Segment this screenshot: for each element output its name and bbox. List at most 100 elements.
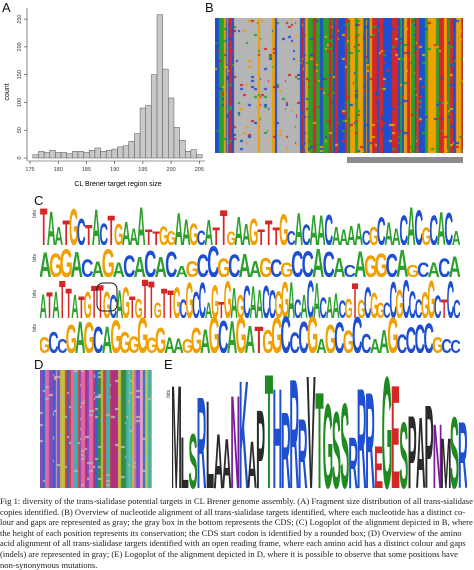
logo-letter: C — [289, 326, 299, 353]
logo-letter: R — [458, 404, 467, 490]
logo-letter: A — [333, 252, 345, 277]
logo-letter: T — [97, 278, 103, 318]
cds-box — [347, 157, 463, 163]
histogram-bar — [49, 149, 56, 159]
logo-letter: C — [417, 258, 429, 277]
logo-letter: C — [270, 255, 282, 277]
logo-letter: C — [197, 249, 209, 277]
logo-letter: A — [332, 223, 341, 245]
logo-letter: A — [249, 278, 256, 318]
logo-letter: M — [440, 423, 451, 490]
logo-letter: R — [298, 400, 308, 490]
logo-letter: S — [332, 388, 341, 490]
logo-letter: T — [441, 296, 448, 318]
logo-letter: T — [352, 278, 358, 318]
logo-letter: C — [93, 320, 103, 353]
logo-letter: C — [399, 207, 408, 245]
logo-letter: G — [236, 290, 244, 318]
logo-letter: C — [165, 245, 177, 277]
logo-letter: E — [374, 436, 383, 490]
logo-letter: G — [323, 380, 334, 490]
histogram-bar — [66, 153, 73, 159]
logo-letter: A — [92, 258, 104, 277]
logo-letter: G — [375, 247, 388, 277]
logo-letter: A — [428, 259, 440, 277]
caption-line: (indels) are represented in gray; (E) Lo… — [0, 548, 458, 559]
logo-letter: A — [113, 259, 125, 277]
y-tick-label: 0 — [17, 156, 23, 159]
logo-letter: T — [167, 284, 173, 318]
y-tick-label: 50 — [17, 127, 23, 133]
logo-letter: C — [99, 219, 108, 245]
logo-letter: G — [421, 284, 429, 318]
logo-letter: G — [103, 284, 111, 318]
logo-letter: G — [279, 205, 288, 245]
logo-letter: K — [239, 370, 249, 490]
logo-letter: G — [406, 261, 419, 277]
logo-letter: C — [397, 328, 407, 353]
histogram-bar — [134, 133, 141, 159]
histogram-bar — [117, 146, 124, 159]
logo-letter: S — [189, 417, 198, 490]
logo-letter: L — [206, 374, 214, 490]
logo-letter: T — [46, 284, 52, 318]
logo-letter: C — [123, 250, 135, 277]
logo-letter: A — [116, 284, 123, 318]
histogram-bar — [100, 151, 107, 159]
logo-letter: C — [450, 336, 460, 353]
logo-letter: A — [92, 205, 101, 245]
logo-letter: C — [294, 294, 301, 318]
histogram-bar — [43, 152, 51, 159]
panel-label-e: E — [164, 357, 173, 372]
logo-letter: C — [179, 296, 187, 318]
logo-letter: G — [369, 223, 378, 245]
logo-letter: A — [312, 245, 324, 277]
logo-letter: A — [339, 225, 348, 245]
y-tick-label: 150 — [17, 70, 23, 79]
logo-letter: G — [382, 370, 393, 490]
logo-letter: A — [256, 282, 263, 318]
logo-letter: G — [376, 299, 384, 318]
logo-letter: G — [186, 278, 194, 318]
logo-letter: T — [85, 219, 93, 245]
caption-line: Fig 1: diversity of the trans-sialidase … — [0, 496, 473, 506]
logo-letter: A — [416, 398, 426, 490]
logo-axis-label: bits — [32, 324, 38, 332]
histogram-bar — [89, 149, 96, 159]
logo-letter: R — [281, 391, 291, 490]
logo-letter: A — [245, 320, 255, 353]
logo-letter: C — [291, 245, 303, 277]
histogram-bar — [122, 145, 130, 159]
y-tick-label: 200 — [17, 42, 23, 51]
histogram-bar — [139, 107, 146, 159]
logo-letter: G — [249, 211, 258, 245]
logo-letter: A — [317, 207, 326, 245]
histogram-bar — [83, 152, 90, 159]
logo-letter: C — [453, 296, 460, 318]
x-tick-label: 205 — [195, 167, 204, 173]
logo-letter: A — [379, 324, 389, 353]
logo-axis-label: bits — [32, 254, 38, 262]
logo-letter: G — [40, 334, 50, 353]
logo-letter: C — [243, 278, 250, 318]
x-tick-label: 200 — [167, 167, 176, 173]
logo-letter: A — [396, 245, 408, 277]
logo-letter: G — [186, 258, 199, 277]
logo-letter: C — [444, 205, 453, 245]
logo-letter: C — [434, 290, 441, 318]
logo-letter: T — [153, 228, 160, 245]
logo-letter: R — [197, 370, 207, 490]
logo-letter: C — [441, 335, 452, 353]
logo-letter: A — [174, 205, 183, 245]
logo-letter: G — [69, 205, 78, 245]
logo-letter: C — [352, 315, 362, 353]
x-axis-label: CL Brener target region size — [74, 181, 161, 188]
logo-letter: C — [364, 278, 371, 318]
logo-letter: C — [389, 278, 396, 318]
logo-letter: G — [211, 278, 219, 318]
histogram-bar — [128, 141, 135, 159]
logo-letter: G — [224, 278, 232, 318]
logo-letter: T — [78, 290, 85, 318]
panel-label-c: C — [34, 193, 44, 208]
logo-letter: T — [273, 223, 280, 245]
